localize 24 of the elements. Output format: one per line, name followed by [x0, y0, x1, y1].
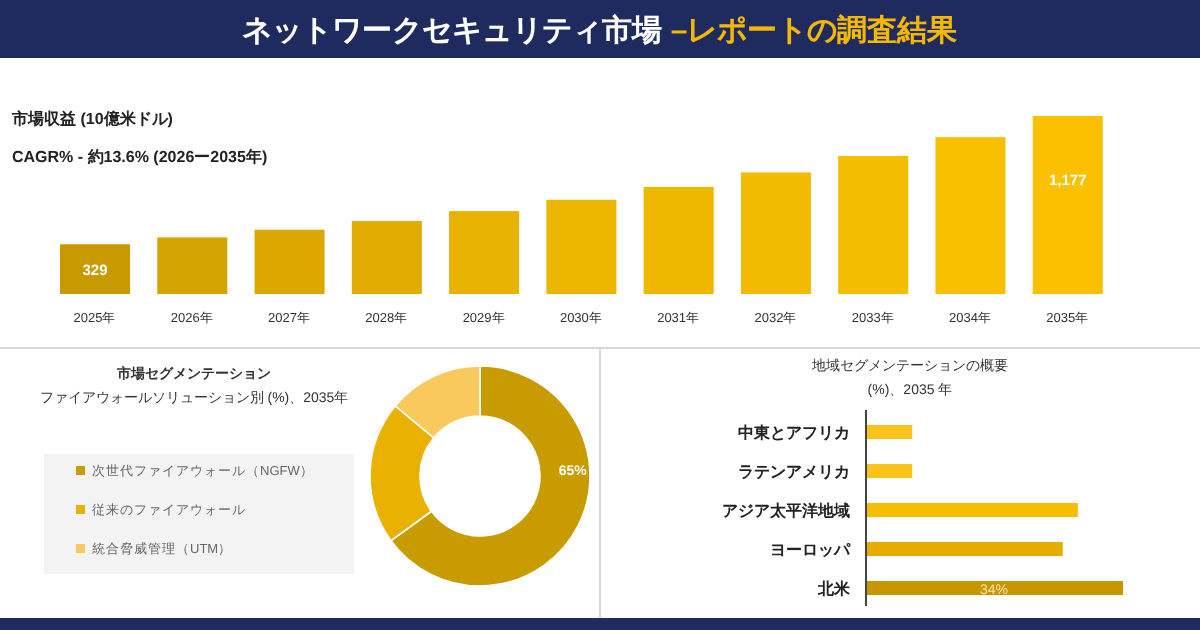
bar	[60, 244, 131, 294]
bar	[867, 542, 1063, 556]
y-tick-label: ラテンアメリカ	[738, 463, 850, 481]
bar	[254, 229, 325, 294]
y-tick-label: アジア太平洋地域	[722, 502, 850, 520]
y-tick-label: ヨーロッパ	[770, 541, 852, 559]
bar	[449, 211, 520, 294]
y-axis-title: 市場収益 (10億米ドル)	[10, 108, 174, 128]
chart-title: ネットワークセキュリティ市場 –レポートの調査結果	[242, 12, 960, 48]
y-tick-label: 中東とアフリカ	[738, 424, 850, 442]
bar	[351, 220, 422, 294]
y-tick-label: 北米	[816, 580, 852, 598]
bar	[157, 237, 228, 294]
bar	[1032, 116, 1103, 294]
bar	[935, 137, 1006, 294]
bar	[867, 503, 1078, 517]
bar	[740, 172, 811, 294]
bar	[867, 581, 1123, 595]
bar	[867, 425, 913, 439]
annotation: CAGR% - 約13.6% (2026ー2035年)	[12, 148, 268, 166]
bar	[546, 199, 617, 294]
bar	[838, 155, 909, 294]
bar	[867, 464, 913, 478]
bar	[643, 186, 714, 294]
